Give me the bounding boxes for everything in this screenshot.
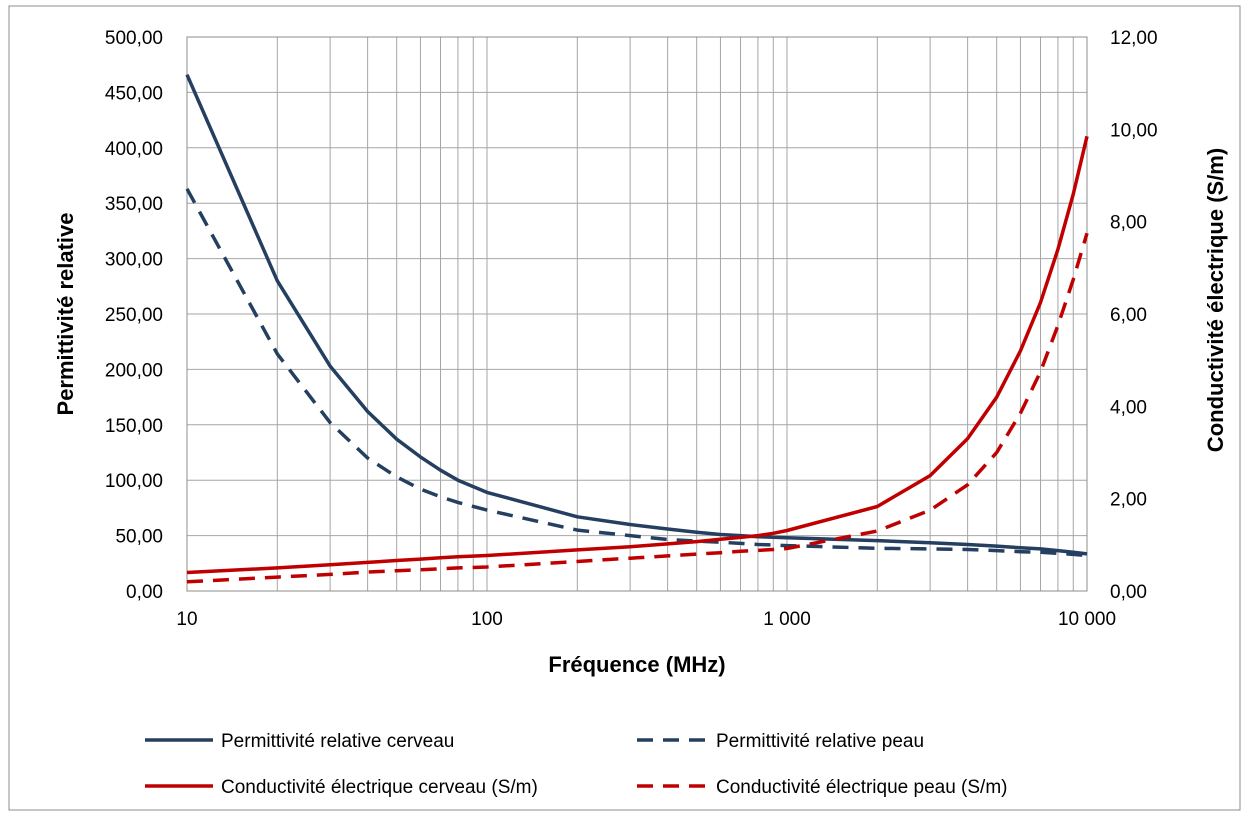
y-left-tick-label: 450,00	[105, 83, 163, 104]
y-right-tick-label: 6,00	[1110, 305, 1147, 326]
y-left-tick-label: 0,00	[126, 582, 163, 603]
tick-labels: 0,0050,00100,00150,00200,00250,00300,003…	[105, 28, 1158, 630]
y-left-tick-label: 200,00	[105, 360, 163, 381]
legend-label: Permittivité relative peau	[716, 731, 924, 752]
y-axis-left-title: Permittivité relative	[53, 213, 78, 416]
series-line-conductivite-electrique-cerveau-s-m	[186, 135, 1089, 575]
y-right-tick-label: 8,00	[1110, 213, 1147, 234]
legend-item: Conductivité électrique peau (S/m)	[637, 777, 1007, 798]
x-tick-label: 100	[471, 609, 503, 630]
y-axis-right-title: Conductivité électrique (S/m)	[1203, 148, 1228, 452]
y-left-tick-label: 150,00	[105, 416, 163, 437]
y-left-tick-label: 100,00	[105, 471, 163, 492]
legend-item: Conductivité électrique cerveau (S/m)	[145, 777, 538, 798]
y-left-tick-label: 400,00	[105, 139, 163, 160]
y-right-tick-label: 12,00	[1110, 28, 1158, 49]
legend-label: Conductivité électrique cerveau (S/m)	[221, 777, 538, 798]
legend: Permittivité relative cerveau Permittivi…	[145, 731, 1007, 798]
legend-item: Permittivité relative peau	[637, 731, 924, 752]
plot-area-border	[186, 36, 1088, 592]
x-tick-label: 10 000	[1058, 609, 1116, 630]
legend-label: Permittivité relative cerveau	[221, 731, 454, 752]
x-tick-label: 10	[176, 609, 197, 630]
series-line-conductivite-electrique-peau-s-m	[186, 232, 1089, 584]
x-tick-label: 1 000	[763, 609, 811, 630]
chart-border	[8, 5, 1241, 811]
legend-item: Permittivité relative cerveau	[145, 731, 454, 752]
y-right-tick-label: 4,00	[1110, 397, 1147, 418]
y-left-tick-label: 350,00	[105, 194, 163, 215]
legend-label: Conductivité électrique peau (S/m)	[716, 777, 1007, 798]
y-right-tick-label: 2,00	[1110, 490, 1147, 511]
x-axis-title: Fréquence (MHz)	[548, 652, 725, 677]
series-lines	[185, 73, 1089, 584]
series-line-permittivite-relative-peau	[185, 187, 1088, 558]
y-left-tick-label: 500,00	[105, 28, 163, 49]
series-line-permittivite-relative-cerveau	[185, 73, 1088, 556]
y-right-tick-label: 0,00	[1110, 582, 1147, 603]
y-left-tick-label: 50,00	[115, 527, 163, 548]
y-left-tick-label: 250,00	[105, 305, 163, 326]
y-right-tick-label: 10,00	[1110, 120, 1158, 141]
y-left-tick-label: 300,00	[105, 250, 163, 271]
